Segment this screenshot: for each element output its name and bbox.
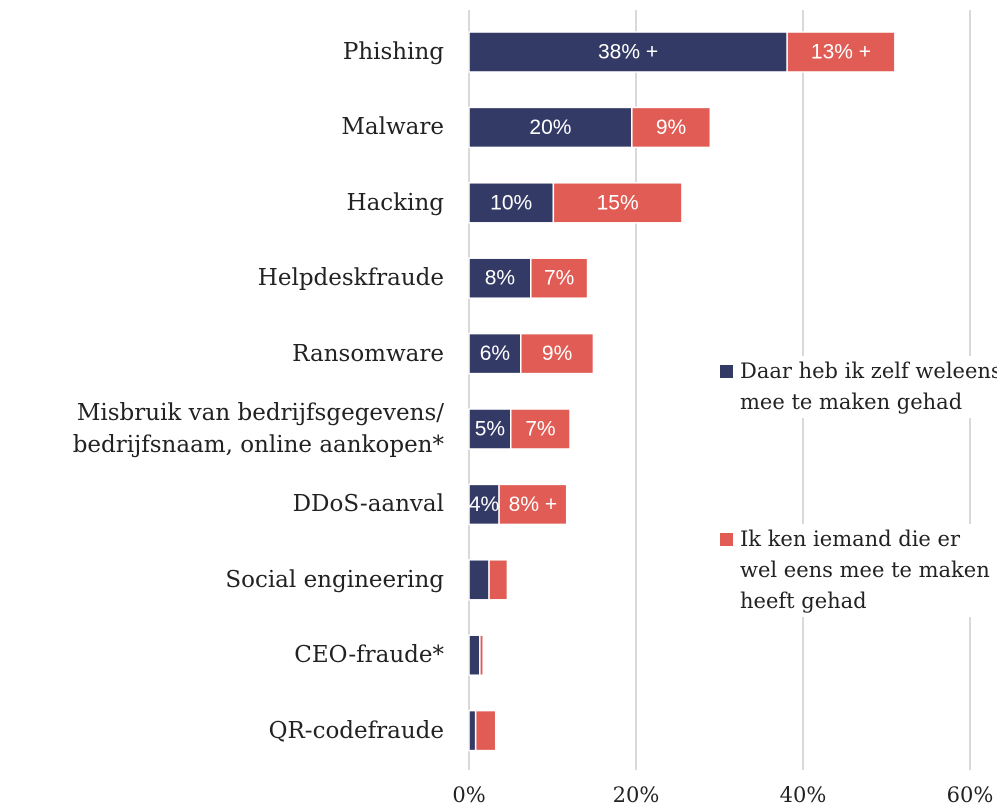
x-tick-label: 40% bbox=[779, 783, 827, 807]
value-label: 7% bbox=[525, 418, 555, 441]
x-tick-label: 60% bbox=[946, 783, 994, 807]
bar-segment bbox=[468, 709, 477, 752]
bar-segment bbox=[474, 709, 497, 752]
y-tick-label: Phishing bbox=[342, 39, 444, 65]
value-label: 9% bbox=[656, 116, 686, 139]
legend-label: Daar heb ik zelf weleens mee te maken ge… bbox=[740, 359, 997, 414]
bar-segment bbox=[552, 182, 683, 224]
bar-segment bbox=[479, 634, 484, 676]
legend-entry: Ik ken iemand die er wel eens mee te mak… bbox=[720, 524, 997, 617]
value-label: 6% bbox=[480, 342, 510, 365]
bar-segment bbox=[468, 634, 481, 676]
value-label: 20% bbox=[529, 116, 571, 139]
value-label: 9% bbox=[542, 342, 572, 365]
bar-segment bbox=[520, 332, 595, 375]
bar-segment bbox=[468, 106, 633, 149]
bar-segment bbox=[510, 408, 571, 450]
y-tick-label: CEO-fraude* bbox=[294, 642, 444, 669]
y-tick-label: Misbruik van bedrijfsgegevens/ bedrijfsn… bbox=[72, 400, 444, 458]
value-label: 5% bbox=[475, 418, 505, 441]
value-label: 13% + bbox=[811, 41, 871, 64]
y-tick-label: Helpdeskfraude bbox=[257, 265, 444, 292]
bar-segment bbox=[488, 559, 509, 601]
value-label: 8% bbox=[485, 267, 515, 290]
y-tick-label: QR-codefraude bbox=[268, 717, 444, 744]
bar-segment bbox=[468, 483, 500, 526]
y-tick-label: Malware bbox=[341, 114, 444, 141]
legend-swatch bbox=[720, 365, 733, 378]
value-label: 4% bbox=[469, 493, 499, 516]
value-label: 38% + bbox=[598, 41, 658, 64]
bar-segment bbox=[530, 257, 589, 299]
bar-segment bbox=[631, 106, 712, 149]
legend-swatch bbox=[720, 533, 733, 546]
y-tick-label: Hacking bbox=[346, 189, 444, 216]
value-label: 10% bbox=[490, 191, 532, 214]
bar-segment bbox=[468, 408, 512, 450]
y-tick-label: DDoS-aanval bbox=[292, 491, 444, 518]
legend-entry: Daar heb ik zelf weleens mee te maken ge… bbox=[720, 356, 997, 418]
bar-segment bbox=[468, 182, 555, 224]
value-label: 7% bbox=[544, 267, 574, 290]
bar-segment bbox=[468, 559, 490, 601]
y-tick-label: Ransomware bbox=[292, 340, 444, 367]
bar-segment bbox=[786, 31, 896, 73]
x-tick-label: 20% bbox=[612, 783, 660, 807]
y-tick-label: Social engineering bbox=[225, 566, 444, 593]
value-label: 8% + bbox=[509, 493, 557, 516]
bar-segment bbox=[468, 257, 532, 299]
bar-segment bbox=[468, 332, 522, 375]
bar-segment bbox=[468, 31, 788, 73]
bar-segment bbox=[498, 483, 568, 526]
x-tick-label: 0% bbox=[452, 783, 486, 807]
value-label: 15% bbox=[597, 191, 639, 214]
legend-label: Ik ken iemand die er wel eens mee te mak… bbox=[740, 527, 990, 613]
